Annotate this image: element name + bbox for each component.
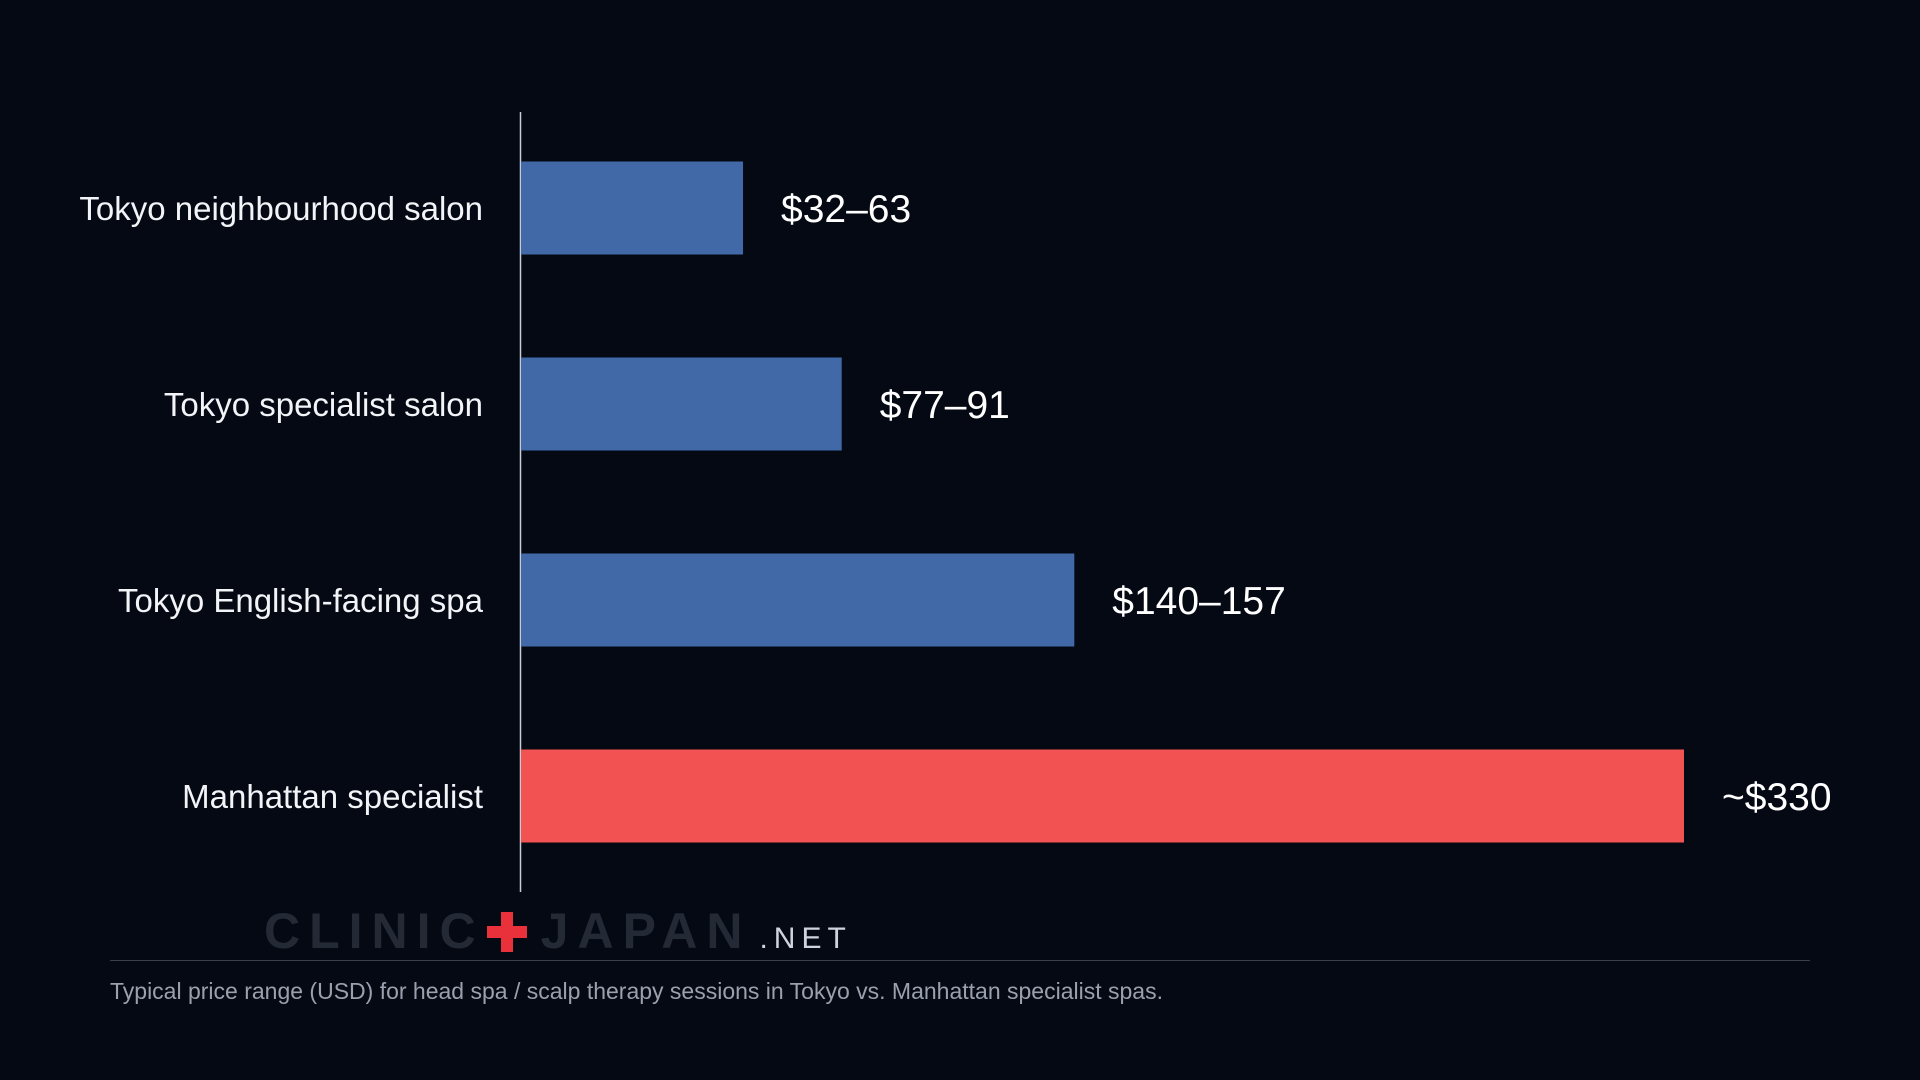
value-label-3: $140–157: [1112, 580, 1286, 623]
logo-text-clinic: CLINIC: [264, 903, 485, 959]
logo-text-net: .NET: [759, 922, 852, 955]
bar-2: [521, 357, 842, 451]
category-label-1: Tokyo neighbourhood salon: [79, 190, 483, 227]
value-label-1: $32–63: [781, 188, 911, 231]
category-label-2: Tokyo specialist salon: [164, 386, 483, 423]
bar-3: [521, 553, 1075, 647]
value-label-4: ~$330: [1722, 776, 1832, 819]
category-label-4: Manhattan specialist: [182, 778, 483, 815]
caption-divider: [110, 960, 1810, 961]
clinic-japan-logo: CLINIC JAPAN .NET: [264, 902, 852, 962]
logo-text-japan: JAPAN: [540, 903, 752, 959]
bar-4: [521, 749, 1684, 843]
bars-group: Tokyo neighbourhood salon $32–63 Tokyo spe…: [79, 161, 1832, 843]
medical-cross-icon: [486, 912, 527, 952]
bar-1: [521, 161, 744, 255]
chart-caption: Typical price range (USD) for head spa /…: [110, 978, 1163, 1004]
category-label-3: Tokyo English-facing spa: [118, 582, 484, 619]
value-label-2: $77–91: [880, 384, 1010, 427]
